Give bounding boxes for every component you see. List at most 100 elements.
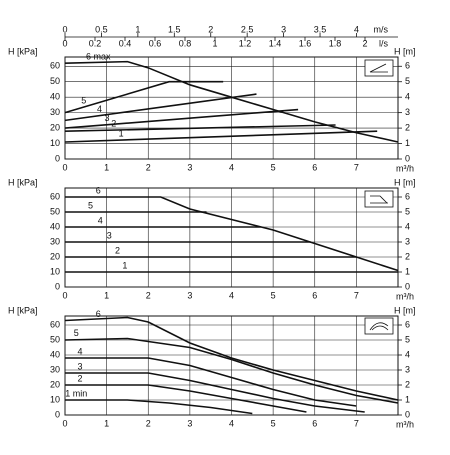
y2-axis-label: H [m]	[394, 46, 416, 56]
top-tick-label: 0	[62, 24, 67, 34]
curve-label: 4	[77, 346, 82, 356]
y-tick-label: 40	[50, 221, 60, 231]
curve	[64, 337, 399, 404]
y2-tick-label: 0	[405, 153, 410, 163]
y2-axis-label: H [m]	[394, 177, 416, 187]
x-tick-label: 7	[354, 418, 359, 428]
y-tick-label: 30	[50, 107, 60, 117]
curve-label: 5	[81, 95, 86, 105]
y2-tick-label: 5	[405, 76, 410, 86]
x-tick-label: 4	[229, 418, 234, 428]
y-tick-label: 0	[55, 409, 60, 419]
top-tick-label: 2	[208, 24, 213, 34]
x-tick-label: 6	[312, 418, 317, 428]
x-tick-label: 1	[104, 162, 109, 172]
top-tick-label: 0.5	[95, 24, 108, 34]
y-tick-label: 30	[50, 364, 60, 374]
y2-tick-label: 4	[405, 349, 410, 359]
x-tick-label: 6	[312, 290, 317, 300]
curve-label: 3	[77, 361, 82, 371]
top-tick-label: 0	[62, 38, 67, 48]
x-tick-label: 1	[104, 418, 109, 428]
y-tick-label: 0	[55, 281, 60, 291]
curve	[64, 130, 378, 143]
x-tick-label: 5	[271, 162, 276, 172]
curve-label: 1	[119, 128, 124, 138]
y2-tick-label: 5	[405, 206, 410, 216]
y-tick-label: 60	[50, 319, 60, 329]
y-tick-label: 40	[50, 92, 60, 102]
curve-label: 4	[98, 215, 103, 225]
curve-label: 6	[96, 309, 101, 319]
top-tick-label: 1.4	[269, 38, 282, 48]
x-tick-label: 4	[229, 290, 234, 300]
y2-axis-label: H [m]	[394, 305, 416, 315]
curve-label: 3	[107, 230, 112, 240]
y-tick-label: 20	[50, 251, 60, 261]
curve	[65, 372, 365, 413]
y2-tick-label: 5	[405, 334, 410, 344]
curve-label: 6 max	[86, 52, 111, 62]
y2-tick-label: 0	[405, 281, 410, 291]
curve-label: 5	[88, 200, 93, 210]
y2-tick-label: 6	[405, 319, 410, 329]
top-tick-label: 1.5	[168, 24, 181, 34]
x-tick-label: 7	[354, 162, 359, 172]
x-tick-label: 0	[62, 418, 67, 428]
y-tick-label: 20	[50, 122, 60, 132]
y-tick-label: 50	[50, 334, 60, 344]
y2-tick-label: 3	[405, 236, 410, 246]
y-tick-label: 10	[50, 138, 60, 148]
x-tick-label: 2	[146, 162, 151, 172]
top-tick-label: 1	[135, 24, 140, 34]
top-tick-label: 1.8	[329, 38, 342, 48]
top-axis-label: m/s	[374, 24, 389, 34]
icon	[364, 59, 394, 335]
y2-tick-label: 2	[405, 122, 410, 132]
x-axis-label: m³/h	[396, 163, 414, 173]
x-tick-label: 3	[187, 290, 192, 300]
x-tick-label: 0	[62, 290, 67, 300]
curve-label: 2	[115, 245, 120, 255]
curve	[64, 80, 224, 114]
x-tick-label: 6	[312, 162, 317, 172]
top-tick-label: 1	[212, 38, 217, 48]
curve	[65, 399, 253, 415]
y-tick-label: 60	[50, 191, 60, 201]
curve-label: 1	[122, 260, 127, 270]
y-tick-label: 20	[50, 379, 60, 389]
curve-label: 2	[111, 118, 116, 128]
top-tick-label: 3.5	[314, 24, 327, 34]
curve-label: 6	[96, 185, 101, 195]
y-axis-label: H [kPa]	[8, 177, 38, 187]
top-tick-label: 0.6	[149, 38, 162, 48]
top-tick-label: 4	[354, 24, 359, 34]
y2-tick-label: 4	[405, 92, 410, 102]
x-axis-label: m³/h	[396, 291, 414, 301]
x-tick-label: 7	[354, 290, 359, 300]
y2-tick-label: 1	[405, 138, 410, 148]
curve	[64, 108, 299, 129]
curve-label: 1 min	[65, 388, 87, 398]
top-tick-label: 3	[281, 24, 286, 34]
curve	[65, 196, 399, 272]
y-tick-label: 50	[50, 76, 60, 86]
y-tick-label: 60	[50, 61, 60, 71]
y2-tick-label: 2	[405, 251, 410, 261]
x-tick-label: 2	[146, 418, 151, 428]
y-tick-label: 10	[50, 394, 60, 404]
x-tick-label: 4	[229, 162, 234, 172]
x-tick-label: 5	[271, 418, 276, 428]
x-tick-label: 5	[271, 290, 276, 300]
y2-tick-label: 1	[405, 266, 410, 276]
y2-tick-label: 6	[405, 191, 410, 201]
y2-tick-label: 3	[405, 107, 410, 117]
y2-tick-label: 1	[405, 394, 410, 404]
curve	[65, 384, 307, 413]
y2-tick-label: 2	[405, 379, 410, 389]
y2-tick-label: 6	[405, 61, 410, 71]
curve-label: 3	[104, 113, 109, 123]
top-tick-label: 0.4	[119, 38, 132, 48]
top-tick-label: 2.5	[241, 24, 254, 34]
